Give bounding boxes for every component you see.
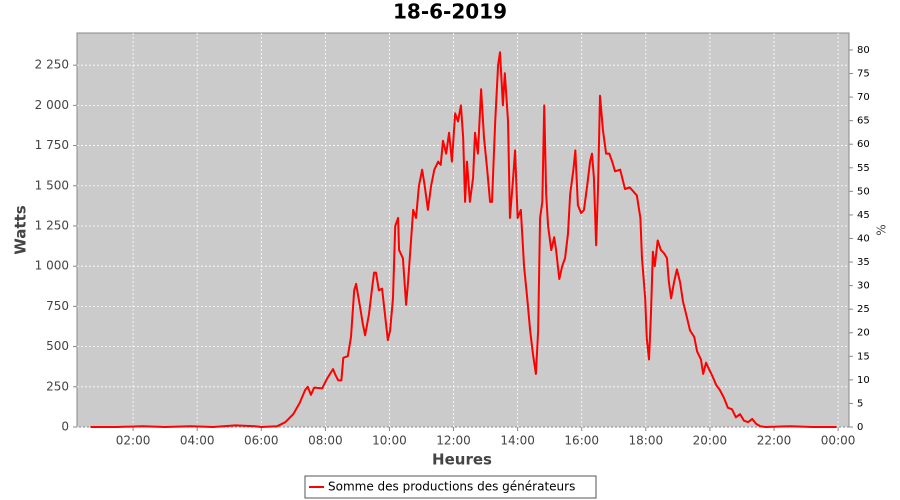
y-tick-label: 2 250 — [35, 58, 69, 72]
y2-axis-label: % — [875, 224, 889, 235]
x-tick-label: 22:00 — [757, 434, 792, 448]
legend-label: Somme des productions des générateurs — [328, 480, 575, 494]
y-tick-label: 1 750 — [35, 138, 69, 152]
y-tick-label: 500 — [46, 339, 69, 353]
x-tick-label: 20:00 — [693, 434, 728, 448]
y2-tick-label: 70 — [857, 92, 870, 103]
y2-tick-label: 45 — [857, 210, 870, 221]
y-tick-label: 1 250 — [35, 218, 69, 232]
plot-area — [76, 32, 850, 428]
x-tick-label: 18:00 — [629, 434, 664, 448]
y-tick-label: 250 — [46, 379, 69, 393]
y2-tick-label: 10 — [857, 375, 870, 386]
y2-tick-label: 55 — [857, 163, 870, 174]
y2-tick-label: 35 — [857, 257, 870, 268]
legend — [304, 475, 597, 499]
y2-tick-label: 50 — [857, 186, 870, 197]
x-tick-label: 14:00 — [500, 434, 535, 448]
x-tick-label: 00:00 — [821, 434, 856, 448]
y2-tick-label: 60 — [857, 139, 870, 150]
y2-tick-label: 65 — [857, 116, 870, 127]
y-tick-label: 2 000 — [35, 98, 69, 112]
x-tick-label: 16:00 — [564, 434, 599, 448]
y-tick-label: 1 000 — [35, 259, 69, 273]
y2-tick-label: 75 — [857, 69, 870, 80]
x-axis-label: Heures — [432, 451, 492, 469]
x-tick-label: 04:00 — [180, 434, 215, 448]
y2-tick-label: 40 — [857, 233, 870, 244]
x-tick-label: 10:00 — [372, 434, 407, 448]
x-tick-label: 02:00 — [116, 434, 151, 448]
y2-tick-label: 20 — [857, 328, 870, 339]
y-tick-label: 1 500 — [35, 178, 69, 192]
y2-tick-label: 0 — [857, 422, 863, 433]
x-tick-label: 08:00 — [308, 434, 343, 448]
y2-tick-label: 25 — [857, 304, 870, 315]
y-tick-label: 750 — [46, 299, 69, 313]
chart-title: 18-6-2019 — [393, 0, 507, 24]
y2-tick-label: 5 — [857, 398, 863, 409]
y2-tick-label: 30 — [857, 281, 870, 292]
y2-tick-label: 80 — [857, 45, 870, 56]
y2-tick-label: 15 — [857, 351, 870, 362]
y-tick-label: 0 — [61, 420, 69, 434]
x-tick-label: 12:00 — [436, 434, 471, 448]
x-tick-label: 06:00 — [244, 434, 279, 448]
y-axis-label: Watts — [12, 205, 30, 254]
series-line — [90, 51, 837, 428]
